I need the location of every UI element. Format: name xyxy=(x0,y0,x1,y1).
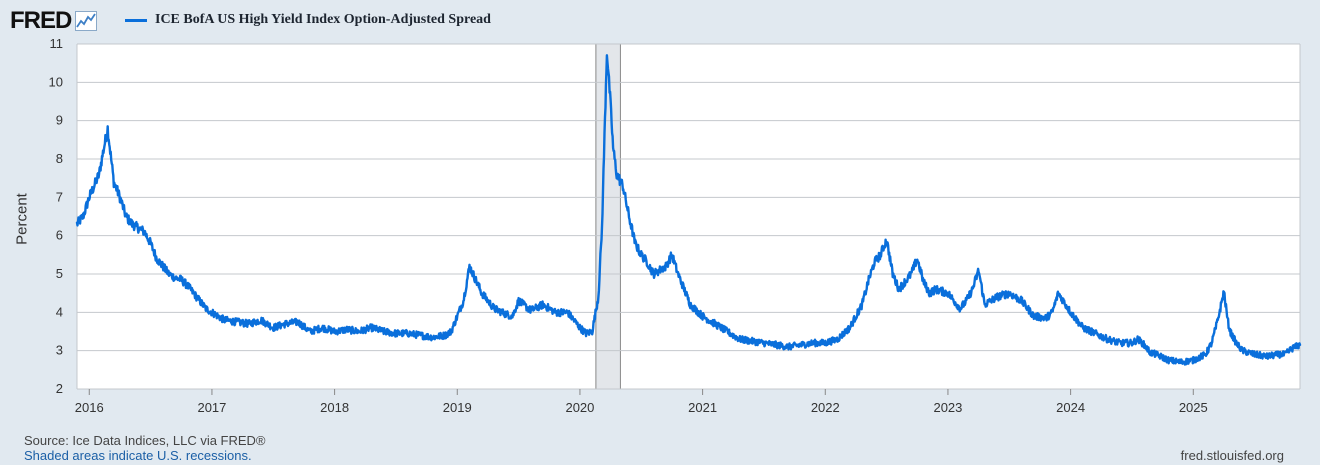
x-tick-label: 2017 xyxy=(197,400,226,415)
y-tick-label: 5 xyxy=(56,266,63,281)
y-tick-label: 3 xyxy=(56,343,63,358)
fred-line-graph-icon xyxy=(75,11,98,31)
y-tick-label: 11 xyxy=(50,36,64,51)
grid-lines xyxy=(76,43,1301,390)
legend-label: ICE BofA US High Yield Index Option-Adju… xyxy=(155,12,491,27)
y-tick-label: 8 xyxy=(56,151,63,166)
y-tick-label: 2 xyxy=(56,381,63,396)
recession-note[interactable]: Shaded areas indicate U.S. recessions. xyxy=(24,448,252,463)
chart-legend: ICE BofA US High Yield Index Option-Adju… xyxy=(125,12,491,28)
x-tick-label: 2018 xyxy=(320,400,349,415)
y-tick-label: 10 xyxy=(49,74,63,89)
y-tick-label: 6 xyxy=(56,228,63,243)
x-tick-label: 2021 xyxy=(688,400,717,415)
y-tick-label: 7 xyxy=(56,189,63,204)
fred-url[interactable]: fred.stlouisfed.org xyxy=(1180,448,1284,463)
y-tick-label: 4 xyxy=(56,304,63,319)
fred-logo[interactable]: FRED xyxy=(10,7,98,35)
x-tick-label: 2024 xyxy=(1056,400,1085,415)
y-axis-ticks: 2 3 4 5 6 7 8 9 10 11 xyxy=(49,36,63,396)
x-tick-label: 2022 xyxy=(811,400,840,415)
x-axis-ticks: 2016 2017 2018 2019 2020 2021 2022 2023 2024 2025 xyxy=(75,389,1208,415)
x-tick-label: 2016 xyxy=(75,400,104,415)
series-line-hy-oas xyxy=(75,54,1302,366)
x-tick-label: 2025 xyxy=(1179,400,1208,415)
plot-area xyxy=(77,44,1300,389)
x-tick-label: 2020 xyxy=(565,400,594,415)
y-tick-label: 9 xyxy=(56,113,63,128)
recession-shading-group xyxy=(595,44,621,389)
y-axis-label: Percent xyxy=(13,193,31,245)
x-tick-label: 2019 xyxy=(443,400,472,415)
source-note: Source: Ice Data Indices, LLC via FRED® xyxy=(24,433,266,448)
recession-shade xyxy=(595,44,621,389)
legend-swatch xyxy=(125,18,147,22)
x-tick-label: 2023 xyxy=(933,400,962,415)
fred-logo-text: FRED xyxy=(10,7,72,34)
